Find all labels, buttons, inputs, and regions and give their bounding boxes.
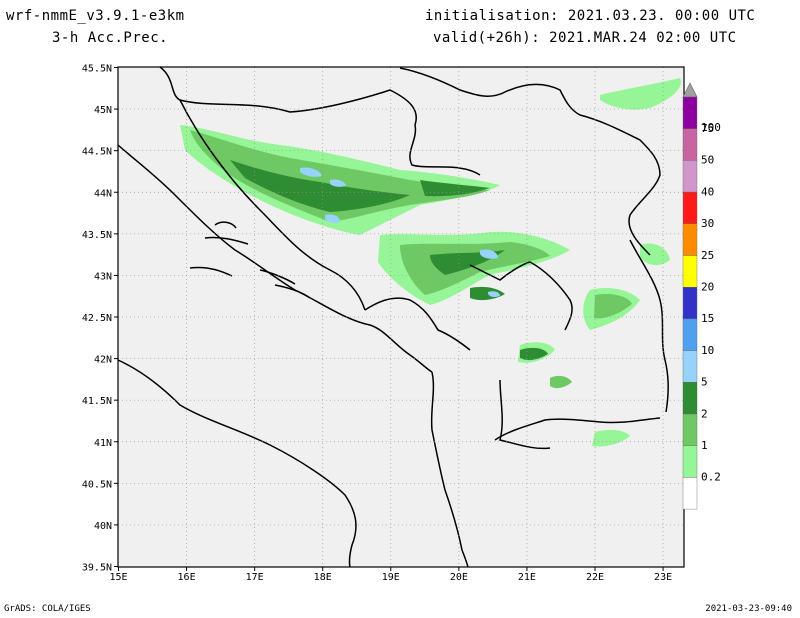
x-tick-label: 21E bbox=[518, 572, 536, 583]
render-timestamp: 2021-03-23-09:40 bbox=[705, 604, 792, 614]
colorbar-label: 100 bbox=[701, 121, 721, 134]
longitude-axis: 15E 16E 17E 18E 19E 20E 21E 22E 23E bbox=[109, 567, 672, 583]
x-tick-label: 22E bbox=[586, 572, 604, 583]
y-tick-label: 40N bbox=[94, 521, 112, 532]
y-tick-label: 41.5N bbox=[82, 396, 112, 407]
precipitation-fields bbox=[180, 78, 681, 447]
colorbar-label: 75 bbox=[701, 122, 714, 135]
y-tick-label: 41N bbox=[94, 438, 112, 449]
precip-area bbox=[230, 160, 410, 212]
colorbar-label: 2 bbox=[701, 407, 708, 420]
x-tick-label: 20E bbox=[450, 572, 468, 583]
colorbar-swatch bbox=[682, 413, 698, 446]
colorbar-cap bbox=[682, 82, 698, 98]
latitude-axis: 45.5N 45N 44.5N 44N 43.5N 43N 42.5N 42N 41.5N 41N… bbox=[82, 64, 118, 574]
y-tick-label: 44.5N bbox=[82, 147, 112, 158]
grads-credit: GrADS: COLA/IGES bbox=[4, 604, 91, 614]
precip-area bbox=[592, 429, 630, 447]
colorbar-label: 50 bbox=[701, 154, 714, 167]
colorbar-label: 40 bbox=[701, 185, 714, 198]
montenegro-border bbox=[364, 297, 471, 351]
y-tick-label: 44N bbox=[94, 188, 112, 199]
y-tick-label: 42.5N bbox=[82, 313, 112, 324]
precip-area bbox=[300, 167, 322, 177]
x-tick-label: 15E bbox=[109, 572, 127, 583]
island bbox=[259, 269, 296, 285]
albania-coast bbox=[430, 371, 469, 568]
precip-area bbox=[325, 214, 340, 223]
model-title: wrf-nmmE_v3.9.1-e3km bbox=[6, 8, 185, 24]
precip-area bbox=[190, 130, 490, 222]
colorbar-swatch bbox=[682, 191, 698, 225]
colorbar-label: 30 bbox=[701, 217, 714, 230]
colorbar-swatch bbox=[682, 287, 698, 320]
precip-area bbox=[488, 291, 500, 298]
island bbox=[204, 236, 249, 245]
colorbar-swatch bbox=[682, 382, 698, 415]
colorbar-swatch bbox=[682, 128, 698, 161]
island bbox=[274, 284, 311, 299]
island bbox=[189, 266, 233, 277]
colorbar-label: 1 bbox=[701, 439, 708, 452]
colorbar-swatch bbox=[682, 350, 698, 383]
precip-area bbox=[550, 375, 572, 389]
colorbar-label: 20 bbox=[701, 281, 714, 294]
macedonia-border bbox=[494, 417, 661, 441]
bosnia-border bbox=[179, 99, 366, 311]
colorbar-swatch bbox=[682, 255, 698, 288]
precip-area bbox=[520, 347, 548, 361]
x-tick-label: 23E bbox=[654, 572, 672, 583]
x-tick-label: 17E bbox=[246, 572, 264, 583]
colorbar-label: 0.2 bbox=[701, 471, 721, 484]
island bbox=[214, 221, 237, 229]
field-title: 3-h Acc.Prec. bbox=[52, 30, 169, 46]
y-tick-label: 45.5N bbox=[82, 64, 112, 75]
colorbar-label: 5 bbox=[701, 376, 708, 389]
precip-area bbox=[420, 180, 490, 197]
precip-area bbox=[600, 78, 681, 110]
colorbar-swatch bbox=[682, 318, 698, 351]
precip-area bbox=[480, 249, 498, 259]
precip-area bbox=[640, 243, 670, 266]
colorbar-swatch bbox=[682, 445, 698, 478]
graticule bbox=[118, 67, 684, 567]
colorbar-label: 15 bbox=[701, 312, 714, 325]
north-border bbox=[159, 66, 481, 176]
colorbar-label: 25 bbox=[701, 249, 714, 262]
kosovo-border bbox=[469, 261, 573, 331]
valid-time: valid(+26h): 2021.MAR.24 02:00 UTC bbox=[433, 30, 737, 46]
precip-area bbox=[330, 179, 346, 187]
y-tick-label: 43.5N bbox=[82, 230, 112, 241]
colorbar-swatch bbox=[682, 477, 698, 510]
y-tick-label: 45N bbox=[94, 105, 112, 116]
colorbar-swatch bbox=[682, 223, 698, 256]
y-tick-label: 42N bbox=[94, 355, 112, 366]
x-tick-label: 18E bbox=[314, 572, 332, 583]
serbia-border bbox=[399, 67, 661, 256]
x-tick-label: 19E bbox=[382, 572, 400, 583]
greece-border bbox=[499, 379, 551, 450]
y-tick-label: 39.5N bbox=[82, 563, 112, 574]
x-tick-label: 16E bbox=[178, 572, 196, 583]
coastlines-and-borders bbox=[117, 66, 669, 568]
y-tick-label: 40.5N bbox=[82, 479, 112, 490]
colorbar-swatch bbox=[682, 96, 698, 129]
bulgaria-border bbox=[629, 239, 669, 413]
y-tick-label: 43N bbox=[94, 271, 112, 282]
colorbar-swatch bbox=[682, 160, 698, 193]
colorbar-label: 10 bbox=[701, 344, 714, 357]
precip-area bbox=[594, 294, 632, 319]
italy-coast bbox=[117, 359, 357, 568]
init-time: initialisation: 2021.03.23. 00:00 UTC bbox=[425, 8, 756, 24]
